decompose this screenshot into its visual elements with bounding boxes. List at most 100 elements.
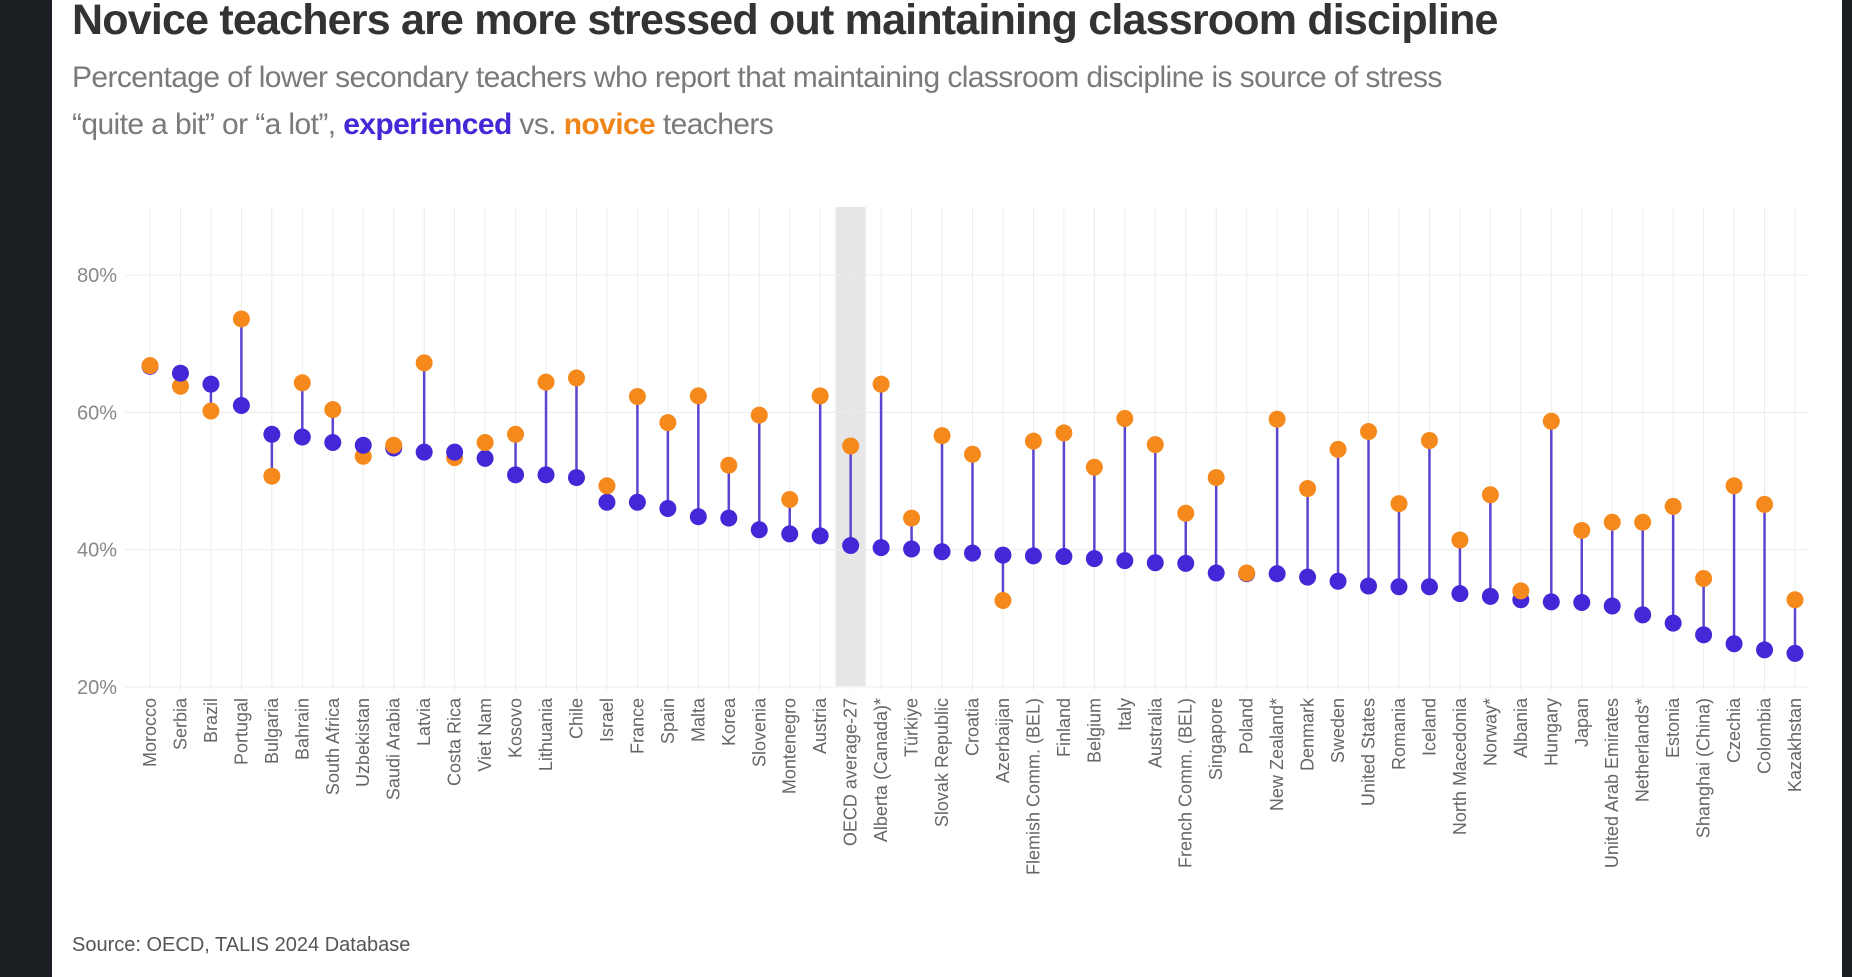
dot-novice-47 (1573, 521, 1591, 539)
stems (148, 318, 1797, 654)
x-tick-label: Montenegro (780, 698, 800, 794)
dot-novice-35 (1207, 469, 1225, 487)
dot-novice-11 (476, 434, 494, 452)
dot-novice-40 (1360, 423, 1378, 441)
dot-novice-49 (1634, 513, 1652, 531)
dot-experienced-9 (415, 443, 433, 461)
dot-novice-33 (1146, 436, 1164, 454)
dots (141, 310, 1804, 662)
dot-experienced-37 (1268, 565, 1286, 583)
dot-novice-1 (171, 377, 189, 395)
dot-experienced-42 (1420, 578, 1438, 596)
subtitle-line-1: Percentage of lower secondary teachers w… (72, 61, 1442, 94)
subtitle-prefix: “quite a bit” or “a lot”, (72, 108, 344, 141)
x-tick-label: Finland (1054, 698, 1074, 757)
x-tick-label: Saudi Arabia (384, 697, 404, 800)
x-tick-label: Iceland (1419, 698, 1439, 756)
dot-experienced-46 (1542, 593, 1560, 611)
dot-experienced-31 (1085, 550, 1103, 568)
dot-experienced-22 (811, 527, 829, 545)
x-tick-label: Albania (1511, 697, 1531, 758)
dot-experienced-19 (720, 509, 738, 527)
dot-experienced-18 (689, 508, 707, 526)
dot-novice-42 (1420, 431, 1438, 449)
x-tick-label: Bahrain (292, 698, 312, 760)
dot-experienced-48 (1603, 597, 1621, 615)
dot-experienced-43 (1451, 585, 1469, 603)
dot-experienced-11 (476, 449, 494, 467)
dot-experienced-30 (1055, 548, 1073, 566)
x-tick-label: French Comm. (BEL) (1176, 698, 1196, 868)
x-tick-label: South Africa (323, 697, 343, 795)
x-tick-label: Lithuania (536, 697, 556, 771)
y-tick-label: 80% (77, 265, 117, 287)
dot-experienced-27 (964, 544, 981, 562)
dot-novice-23 (842, 437, 860, 455)
y-tick-label: 20% (77, 677, 117, 699)
x-tick-label: Italy (1115, 698, 1135, 731)
x-tick-label: Hungary (1541, 698, 1561, 766)
x-tick-label: Serbia (170, 697, 190, 750)
dot-experienced-53 (1756, 641, 1774, 659)
dot-experienced-20 (750, 521, 768, 539)
legend-novice: novice (563, 108, 656, 141)
x-tick-label: Bulgaria (262, 697, 282, 764)
dot-experienced-50 (1664, 614, 1682, 632)
dot-experienced-2 (202, 375, 220, 393)
x-tick-label: Slovak Republic (932, 698, 952, 827)
dot-experienced-12 (507, 466, 525, 484)
dot-novice-41 (1390, 495, 1408, 513)
dot-experienced-15 (598, 493, 616, 511)
dot-experienced-26 (933, 543, 951, 561)
dot-novice-3 (232, 310, 250, 328)
x-tick-label: Poland (1237, 698, 1257, 754)
x-tick-label: Morocco (140, 698, 160, 767)
dot-novice-31 (1085, 458, 1103, 476)
dot-novice-52 (1725, 477, 1743, 495)
x-tick-label: Costa Rica (445, 697, 465, 786)
dot-experienced-3 (232, 396, 250, 414)
x-tick-label: United States (1359, 698, 1379, 806)
x-tick-label: Israel (597, 698, 617, 742)
dot-experienced-14 (567, 469, 585, 487)
dot-experienced-10 (446, 443, 464, 461)
dot-experienced-17 (659, 499, 677, 517)
dot-novice-29 (1024, 432, 1042, 450)
dot-novice-9 (415, 354, 433, 372)
dot-experienced-13 (537, 466, 555, 484)
x-tick-label: Colombia (1755, 697, 1775, 774)
chart-card: Novice teachers are more stressed out ma… (52, 0, 1842, 977)
dot-experienced-4 (263, 425, 281, 443)
x-tick-label: Alberta (Canada)* (871, 698, 891, 842)
dot-novice-28 (994, 591, 1012, 609)
x-tick-label: Flemish Comm. (BEL) (1023, 698, 1043, 875)
dot-experienced-5 (293, 428, 311, 446)
dot-experienced-34 (1177, 554, 1195, 572)
x-tick-label: Kazakhstan (1785, 698, 1805, 792)
x-tick-label: Uzbekistan (353, 698, 373, 787)
dot-experienced-35 (1207, 564, 1225, 582)
x-tick-label: Latvia (414, 697, 434, 746)
dot-experienced-54 (1786, 644, 1804, 662)
x-tick-label: Portugal (231, 698, 251, 765)
x-tick-label: Malta (688, 697, 708, 742)
dot-experienced-21 (781, 525, 799, 543)
dot-novice-13 (537, 373, 555, 391)
x-tick-label: Korea (719, 697, 739, 746)
dot-experienced-23 (842, 537, 860, 555)
dot-novice-37 (1268, 410, 1286, 428)
dot-novice-27 (964, 445, 981, 463)
x-tick-label: Romania (1389, 697, 1409, 770)
y-axis: 20% 40% 60% 80% (77, 265, 117, 699)
dot-novice-30 (1055, 424, 1073, 442)
x-tick-label: North Macedonia (1450, 697, 1470, 835)
dot-novice-26 (933, 427, 951, 445)
dot-experienced-41 (1390, 578, 1408, 596)
dot-novice-22 (811, 387, 829, 405)
dot-experienced-24 (872, 539, 890, 557)
dot-novice-14 (567, 369, 585, 387)
y-tick-label: 60% (77, 402, 117, 424)
dot-novice-12 (507, 425, 525, 443)
dot-experienced-39 (1329, 572, 1347, 590)
dot-novice-18 (689, 387, 707, 405)
